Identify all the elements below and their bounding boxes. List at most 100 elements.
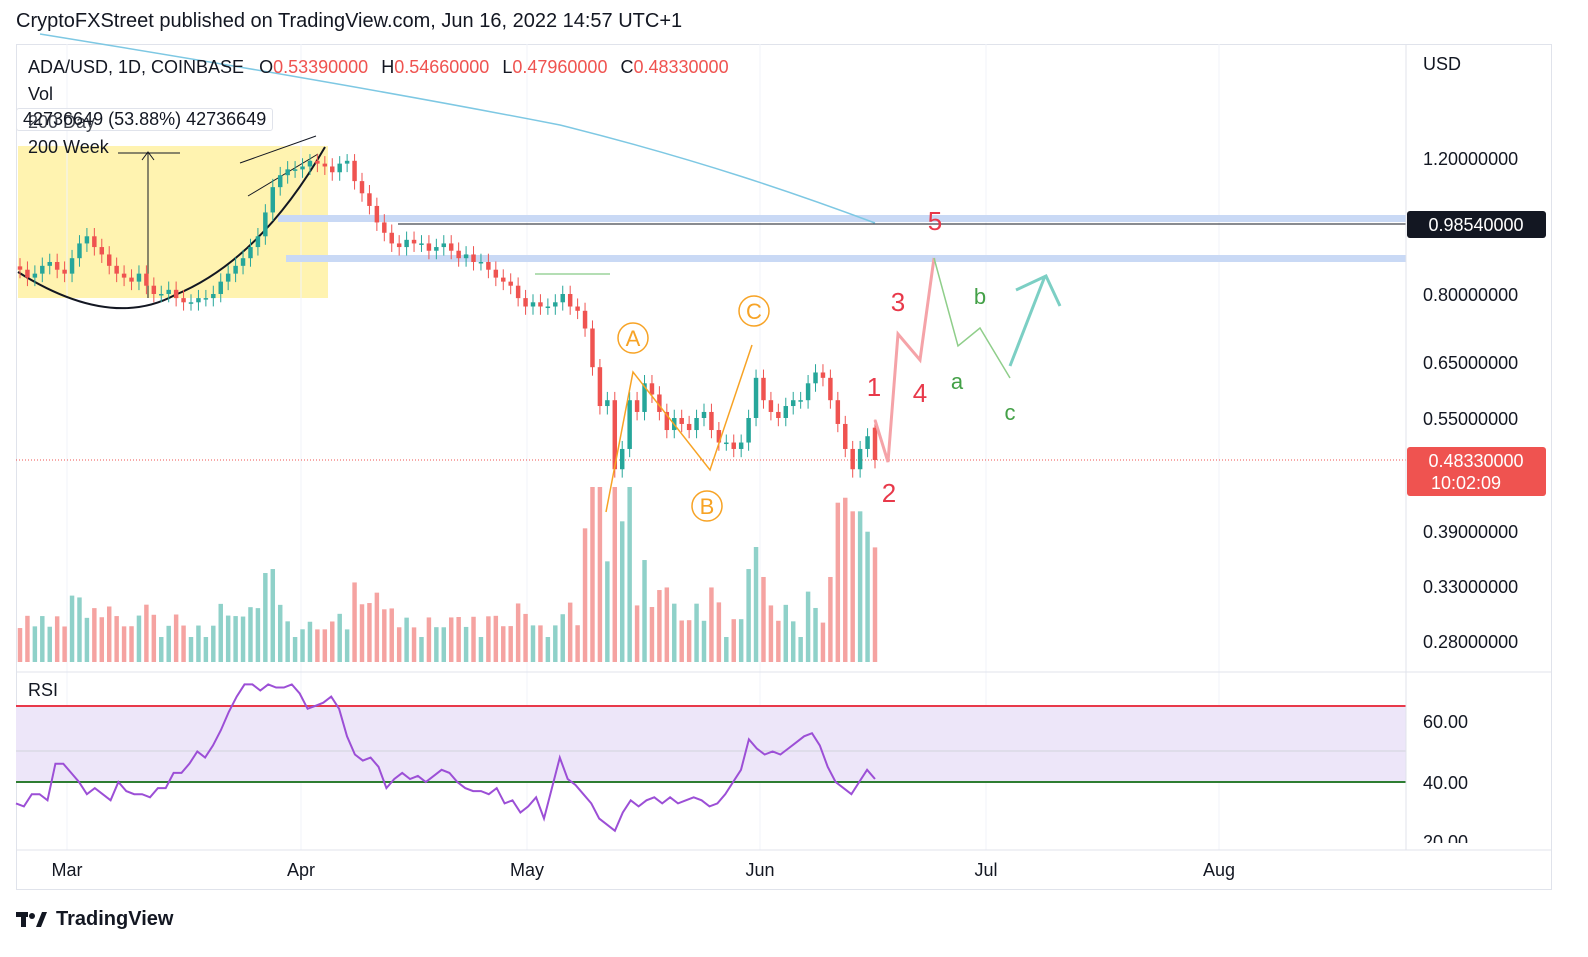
volume-bar — [582, 528, 588, 662]
pattern-highlight-box — [18, 146, 328, 298]
volume-bar — [315, 629, 320, 662]
volume-bar — [530, 625, 536, 662]
candle-body — [389, 232, 394, 244]
candle-body — [486, 261, 491, 270]
time-label-mar: Mar — [52, 860, 83, 880]
tradingview-footer[interactable]: TradingView — [16, 905, 173, 933]
volume-bar — [367, 603, 372, 662]
candle-body — [434, 247, 439, 251]
candle-body — [701, 411, 707, 418]
candle-body — [285, 169, 290, 176]
price-label-3: 0.55000000 — [1423, 409, 1518, 429]
svg-text:B: B — [700, 494, 715, 519]
volume-bar — [181, 625, 186, 662]
candle-body — [84, 236, 90, 244]
volume-bar — [330, 621, 335, 662]
volume-bar — [657, 590, 662, 662]
symbol-title[interactable]: ADA/USD, 1D, COINBASE — [28, 57, 245, 77]
volume-bar — [478, 637, 484, 662]
candle-body — [649, 383, 655, 395]
rsi-label-60: 60.00 — [1423, 712, 1468, 732]
volume-bar — [248, 607, 253, 662]
volume-bar — [724, 637, 729, 662]
volume-bar — [441, 627, 447, 662]
volume-bar — [590, 487, 595, 662]
candle-body — [515, 285, 521, 299]
candle-body — [396, 243, 402, 248]
candle-body — [277, 175, 283, 188]
candle-body — [106, 254, 112, 266]
volume-bar — [389, 608, 394, 662]
volume-bar — [173, 614, 179, 662]
volume-bar — [828, 576, 833, 662]
price-axis-labels: 1.20000000 0.80000000 0.65000000 0.55000000… — [1423, 149, 1518, 652]
volume-bar — [701, 620, 707, 662]
volume-bar — [196, 625, 201, 662]
wave-label-c: c — [1005, 400, 1016, 425]
volume-bar — [434, 627, 439, 662]
ma-200-day-label: 200 Day — [28, 112, 96, 132]
volume-bar — [642, 560, 647, 662]
volume-bar — [790, 621, 796, 662]
candle-body — [248, 247, 253, 259]
volume-bar — [203, 637, 209, 662]
candle-body — [828, 377, 833, 401]
candle-body — [292, 169, 298, 171]
candle-body — [225, 273, 231, 282]
volume-bar — [538, 625, 543, 662]
candle-body — [144, 273, 149, 286]
wedge-line-lower — [247, 153, 319, 197]
volume-bar — [501, 626, 506, 662]
published-header: CryptoFXStreet published on TradingView.… — [16, 10, 683, 32]
volume-bar — [396, 627, 402, 662]
volume-bar — [322, 629, 328, 662]
volume-bar — [820, 622, 826, 662]
candle-body — [575, 306, 580, 311]
volume-bar — [463, 626, 469, 662]
volume-bar — [159, 637, 164, 662]
currency-label: USD — [1423, 54, 1461, 74]
wedge-line-upper — [239, 135, 317, 164]
volume-bar — [850, 511, 855, 662]
volume-bar — [374, 592, 380, 662]
candle-body — [374, 205, 380, 223]
wave-label-a: a — [951, 369, 964, 394]
volume-bar — [813, 607, 818, 662]
candle-body — [798, 400, 803, 402]
candle-body — [612, 400, 618, 470]
candle-body — [709, 411, 714, 431]
candle-body — [233, 265, 238, 274]
candle-body — [211, 294, 216, 299]
candle-body — [724, 442, 729, 445]
candle-body — [181, 298, 186, 303]
candle-body — [820, 372, 826, 378]
chart-frame[interactable] — [16, 44, 1552, 890]
rsi-line — [15, 683, 876, 833]
volume-bar — [560, 614, 565, 662]
price-label-1: 0.80000000 — [1423, 285, 1518, 305]
price-label-5: 0.33000000 — [1423, 577, 1518, 597]
continuation-arrow — [1008, 275, 1047, 367]
volume-bar — [456, 616, 461, 662]
volume-bars — [17, 487, 878, 662]
candle-body — [300, 166, 305, 170]
volume-bar — [40, 616, 45, 662]
resistance-price-label: 0.98540000 — [1428, 215, 1523, 235]
candle-body — [359, 181, 365, 194]
volume-bar — [54, 616, 60, 662]
candle-body — [196, 298, 201, 303]
volume-legend-values: 42736649 (53.88%) 42736649 — [16, 108, 274, 131]
volume-bar — [493, 615, 499, 662]
volume-bar — [605, 561, 610, 662]
measure-arrow-head — [141, 151, 155, 161]
time-label-may: May — [510, 860, 544, 880]
close-label: C — [620, 57, 634, 77]
candle-body — [136, 273, 142, 282]
candle-body — [54, 261, 60, 270]
candle-body — [62, 269, 67, 274]
volume-bar — [426, 617, 432, 662]
candle-body — [255, 236, 261, 248]
candle-body — [753, 377, 759, 418]
volume-bar — [99, 617, 105, 662]
